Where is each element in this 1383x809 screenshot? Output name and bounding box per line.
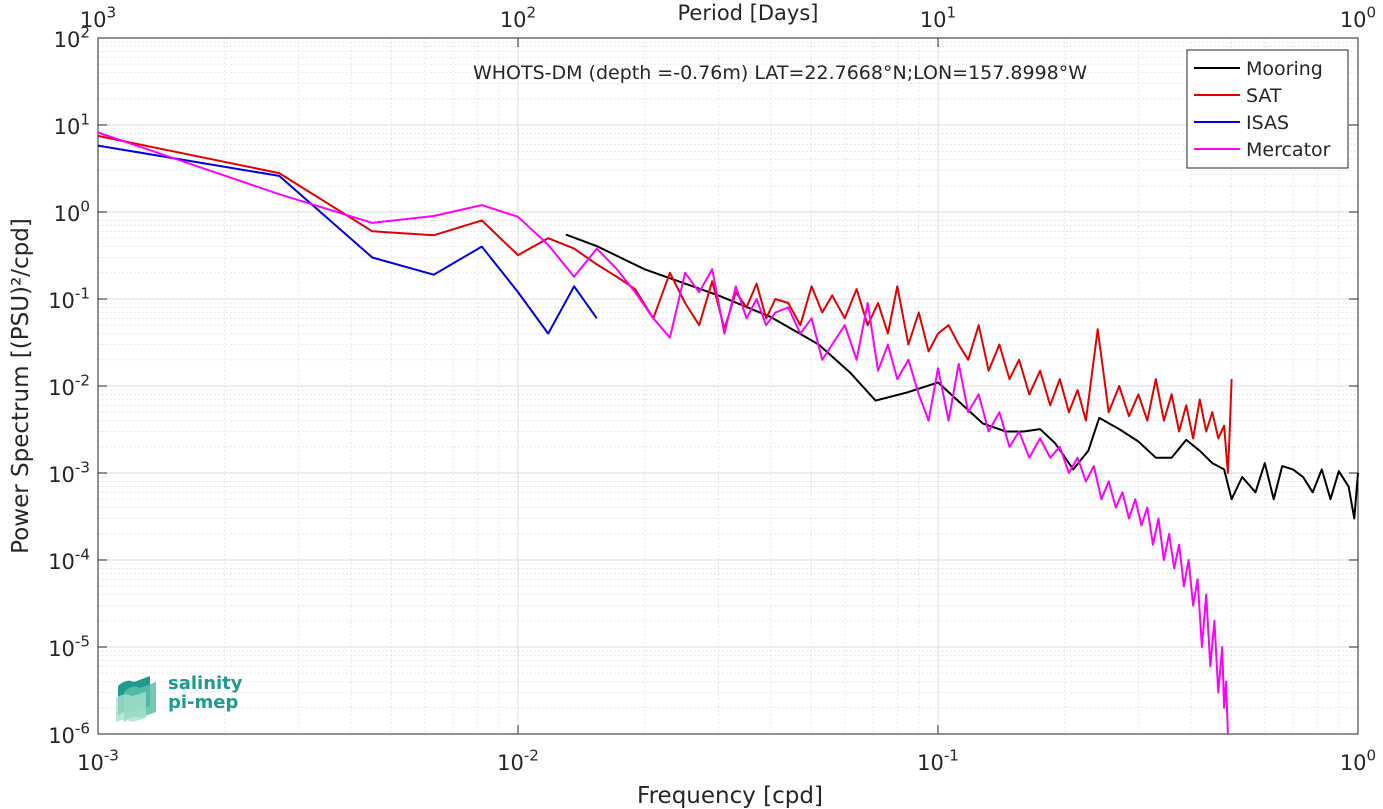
x-axis-label: Frequency [cpd] (637, 783, 823, 809)
legend: Mooring SAT ISAS Mercator (1186, 49, 1349, 169)
legend-label-isas: ISAS (1246, 112, 1289, 134)
x-tick-label: 100 (1340, 747, 1376, 775)
legend-label-mooring: Mooring (1246, 58, 1323, 80)
legend-label-sat: SAT (1246, 85, 1282, 107)
salinity-pi-mep-logo: salinity pi-mep (116, 672, 256, 724)
y-tick-label: 10-1 (48, 285, 90, 313)
y-tick-label: 100 (54, 198, 90, 226)
x-tick-label: 10-3 (77, 747, 119, 775)
legend-label-mercator: Mercator (1246, 139, 1331, 161)
series-line-mercator (97, 131, 1229, 735)
top-tick-label: 100 (1340, 4, 1376, 32)
x-tick-label: 10-1 (917, 747, 959, 775)
grid-layer (97, 37, 1359, 735)
y-tick-label: 10-6 (48, 720, 90, 748)
logo-line1: salinity (168, 673, 243, 694)
y-tick-label: 102 (54, 24, 90, 52)
top-axis-label: Period [Days] (678, 1, 819, 25)
y-tick-label: 10-5 (48, 633, 90, 661)
series-layer (97, 131, 1359, 735)
top-tick-label: 103 (80, 4, 116, 32)
logo-waves-icon (116, 676, 156, 722)
top-tick-label: 101 (920, 4, 956, 32)
legend-items: Mooring SAT ISAS Mercator (1194, 58, 1331, 161)
y-tick-label: 10-4 (48, 546, 90, 574)
top-tick-label: 102 (500, 4, 536, 32)
chart-title: WHOTS-DM (depth =-0.76m) LAT=22.7668°N;L… (473, 62, 1087, 84)
y-tick-label: 10-2 (48, 372, 90, 400)
y-axis-label: Power Spectrum [(PSU)²/cpd] (8, 218, 34, 554)
series-line-mooring (565, 233, 1359, 520)
x-tick-label: 10-2 (497, 747, 539, 775)
y-tick-label: 101 (54, 111, 90, 139)
series-line-sat (97, 134, 1233, 474)
y-tick-label: 10-3 (48, 459, 90, 487)
logo-line2: pi-mep (168, 692, 239, 713)
